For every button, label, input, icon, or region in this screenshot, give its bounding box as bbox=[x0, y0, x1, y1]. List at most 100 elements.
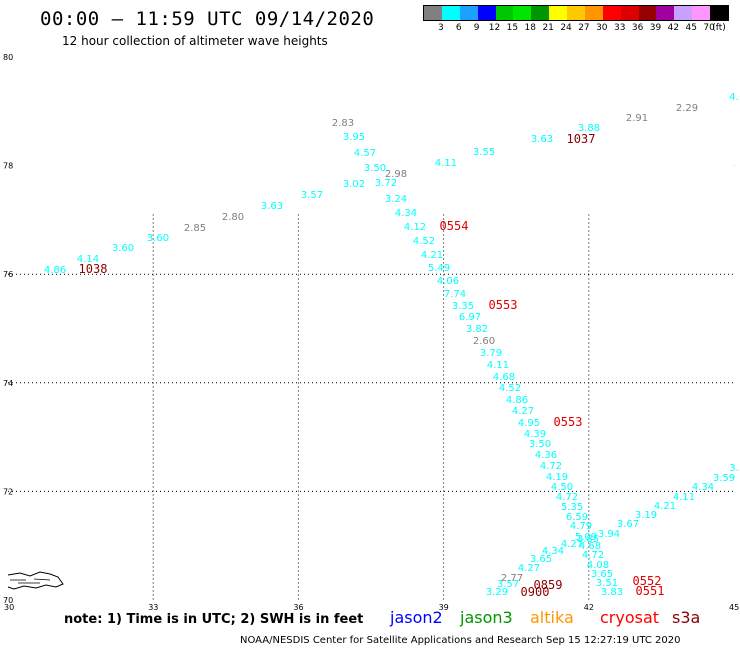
wave-height-value: 4.36 bbox=[535, 450, 557, 461]
wave-height-value: 3.72 bbox=[375, 178, 397, 189]
wave-height-value: 4.72 bbox=[582, 550, 604, 561]
wave-height-value: 3.29 bbox=[486, 587, 508, 598]
wave-height-value: 4.50 bbox=[551, 482, 573, 493]
wave-height-value: 3.57 bbox=[301, 190, 323, 201]
legend-swatch bbox=[692, 6, 710, 20]
legend-swatch bbox=[710, 6, 728, 20]
wave-height-value: 4.21 bbox=[421, 250, 443, 261]
wave-height-value: 3.65 bbox=[530, 554, 552, 565]
pass-time-tag: 0900 bbox=[521, 585, 550, 599]
legend-swatch bbox=[513, 6, 532, 20]
latitude-label: 76 bbox=[3, 270, 13, 279]
legend-label: 3 bbox=[438, 23, 444, 33]
wave-height-value: 4.52 bbox=[413, 236, 435, 247]
wave-height-value: 4. bbox=[729, 92, 739, 103]
wave-height-value: 4.86 bbox=[506, 395, 528, 406]
wave-height-value: 4.34 bbox=[395, 208, 417, 219]
wave-height-value: 4.68 bbox=[493, 372, 515, 383]
map-subtitle: 12 hour collection of altimeter wave hei… bbox=[62, 34, 328, 48]
wave-height-value: 5.09 bbox=[575, 532, 597, 543]
wave-height-value: 3.24 bbox=[385, 194, 407, 205]
satellite-altika: altika bbox=[530, 608, 574, 627]
wave-height-value: 4.72 bbox=[556, 492, 578, 503]
wave-height-value: 2.85 bbox=[184, 223, 206, 234]
wave-height-value: 3.65 bbox=[591, 569, 613, 580]
wave-height-value: 2.29 bbox=[676, 103, 698, 114]
wave-height-value: 3.60 bbox=[112, 243, 134, 254]
wave-height-value: 4.12 bbox=[404, 222, 426, 233]
wave-height-value: 3.57 bbox=[497, 579, 519, 590]
pass-time-tag: 0554 bbox=[440, 219, 469, 233]
longitude-label: 36 bbox=[293, 603, 303, 612]
wave-height-value: 3.51 bbox=[596, 578, 618, 589]
wave-height-value: 4.27 bbox=[561, 539, 583, 550]
legend-swatch bbox=[656, 6, 675, 20]
pass-time-tag: 0551 bbox=[636, 584, 665, 598]
legend-label: 24 bbox=[560, 23, 572, 33]
wave-height-value: 4.34 bbox=[542, 546, 564, 557]
satellite-cryosat: cryosat bbox=[600, 608, 660, 627]
wave-height-value: 4.06 bbox=[437, 276, 459, 287]
wave-height-value: 4.11 bbox=[487, 360, 509, 371]
latitude-label: 70 bbox=[3, 596, 13, 605]
wave-height-value: 4.86 bbox=[44, 265, 66, 276]
wave-height-value: 3.82 bbox=[466, 324, 488, 335]
wave-height-value: 7.74 bbox=[444, 289, 466, 300]
wave-height-value: 3.63 bbox=[531, 134, 553, 145]
wave-height-value: 3.67 bbox=[617, 519, 639, 530]
pass-time-tag: 0552 bbox=[633, 574, 662, 588]
wave-height-value: 3.55 bbox=[473, 147, 495, 158]
longitude-label: 45 bbox=[729, 603, 739, 612]
wave-height-value: 6.59 bbox=[566, 512, 588, 523]
wave-height-value: 3.50 bbox=[529, 439, 551, 450]
legend-label: 27 bbox=[578, 23, 590, 33]
units-note: note: 1) Time is in UTC; 2) SWH is in fe… bbox=[64, 612, 364, 627]
wave-height-value: 4.68 bbox=[579, 541, 601, 552]
legend-label: 70 bbox=[703, 23, 715, 33]
legend-swatch bbox=[584, 6, 603, 20]
wave-height-value: 4.79 bbox=[570, 521, 592, 532]
wave-height-value: 2.80 bbox=[222, 212, 244, 223]
legend-swatch bbox=[424, 6, 442, 20]
wave-height-value: 3.79 bbox=[480, 348, 502, 359]
legend-label: 12 bbox=[488, 23, 501, 33]
wave-height-value: 4.95 bbox=[518, 418, 540, 429]
wave-height-value: 3.60 bbox=[147, 233, 169, 244]
pass-time-tag: 0553 bbox=[554, 415, 583, 429]
wave-height-value: 3.63 bbox=[261, 201, 283, 212]
pass-time-tag: 0859 bbox=[534, 578, 563, 592]
wave-height-legend: 3 6 9 12 15 18 21 24 27 30 33 36 39 42 45 70 (ft) bbox=[423, 5, 740, 33]
lat-lon-grid bbox=[8, 214, 734, 600]
legend-labels: 3 6 9 12 15 18 21 24 27 30 33 36 39 42 45 70 (ft) bbox=[423, 21, 740, 33]
legend-label: 33 bbox=[613, 23, 626, 33]
latitude-label: 80 bbox=[3, 53, 13, 62]
latitude-label: 74 bbox=[3, 379, 13, 388]
wave-height-values: 4.86 4.14 3.60 3.60 2.85 2.80 3.63 3.57 2.83 3.95… bbox=[44, 92, 739, 598]
legend-label: 42 bbox=[667, 23, 680, 33]
pass-time-tag: 1037 bbox=[567, 132, 596, 146]
legend-label: 15 bbox=[506, 23, 519, 33]
wave-height-value: 4.52 bbox=[499, 383, 521, 394]
wave-height-value: 4.72 bbox=[540, 461, 562, 472]
satellite-jason3: jason3 bbox=[460, 608, 513, 627]
legend-label: 6 bbox=[455, 23, 462, 33]
longitude-label: 30 bbox=[4, 603, 14, 612]
legend-unit: (ft) bbox=[712, 23, 726, 33]
satellite-s3a: s3a bbox=[672, 608, 701, 627]
wave-height-value: 6.97 bbox=[459, 312, 481, 323]
wave-height-value: 3.35 bbox=[452, 301, 474, 312]
wave-height-value: 4.39 bbox=[524, 429, 546, 440]
wave-height-value: 4.57 bbox=[354, 148, 376, 159]
wave-height-value: 4.34 bbox=[692, 482, 714, 493]
wave-height-value: 4.27 bbox=[512, 406, 534, 417]
pass-time-tag: 0553 bbox=[489, 298, 518, 312]
wave-height-value: 3.83 bbox=[601, 587, 623, 598]
wave-height-value: 2.77 bbox=[501, 573, 523, 584]
longitude-label: 33 bbox=[148, 603, 158, 612]
legend-color-bar bbox=[423, 5, 729, 21]
legend-swatch bbox=[531, 6, 550, 20]
wave-height-value: 4.19 bbox=[546, 472, 568, 483]
legend-swatch bbox=[549, 6, 567, 20]
